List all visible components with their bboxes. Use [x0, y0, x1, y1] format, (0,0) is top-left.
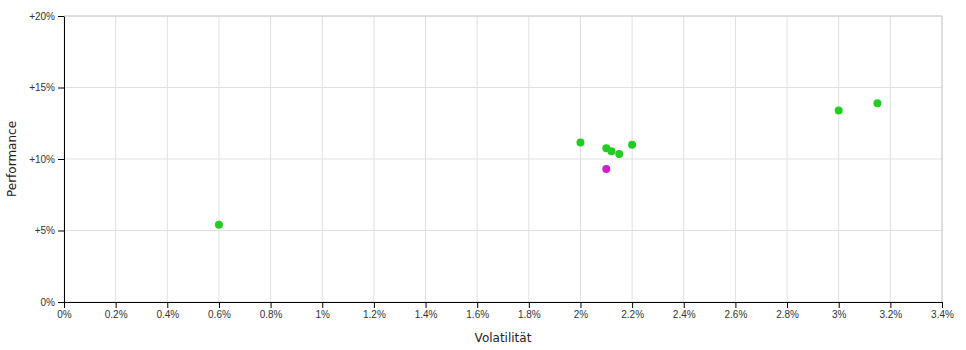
point — [615, 150, 623, 158]
tick-label: 0.6% — [208, 309, 231, 320]
tick-label: 1.4% — [415, 309, 438, 320]
tick: 3.4% — [931, 302, 954, 320]
tick-mark — [167, 302, 168, 308]
tick-label: 0% — [57, 309, 72, 320]
tick-label: +5% — [35, 225, 55, 236]
tick: 2.4% — [673, 302, 696, 320]
tick-mark — [580, 302, 581, 308]
tick: 1.6% — [466, 302, 489, 320]
tick: 2.6% — [725, 302, 748, 320]
grid — [64, 16, 942, 302]
tick-mark — [271, 302, 272, 308]
x-axis-title: Volatilität — [475, 331, 532, 345]
tick-mark — [58, 231, 64, 232]
point — [607, 147, 615, 155]
tick-label: 2% — [574, 309, 589, 320]
tick-label: 0.2% — [105, 309, 128, 320]
frame — [942, 16, 943, 302]
grid-line — [942, 16, 943, 302]
tick-label: 2.4% — [673, 309, 696, 320]
tick-mark — [58, 16, 64, 17]
point — [602, 165, 610, 173]
tick-mark — [322, 302, 323, 308]
tick: +15% — [29, 82, 64, 93]
point — [628, 141, 636, 149]
tick: 0% — [41, 297, 64, 308]
tick: 0.4% — [156, 302, 179, 320]
tick-label: 1% — [316, 309, 331, 320]
points — [215, 99, 882, 229]
tick-label: 3.2% — [879, 309, 902, 320]
point — [873, 99, 881, 107]
grid-line — [64, 87, 942, 88]
y-axis-title: Performance — [5, 121, 19, 197]
tick: 0.2% — [105, 302, 128, 320]
tick-mark — [58, 302, 64, 303]
tick-mark — [839, 302, 840, 308]
tick-label: 1.8% — [518, 309, 541, 320]
x-axis: 0% 0.2% 0.4% 0.6% 0.8% 1% 1.2% 1.4% 1.6% 1.8% 2% 2.… — [57, 302, 954, 320]
tick: 0.8% — [260, 302, 283, 320]
tick-label: 0.8% — [260, 309, 283, 320]
tick-label: +20% — [29, 11, 55, 22]
tick: 2% — [574, 302, 589, 320]
tick: 3.2% — [879, 302, 902, 320]
grid-line — [64, 159, 942, 160]
series — [215, 99, 882, 229]
tick: 3% — [832, 302, 847, 320]
tick-mark — [684, 302, 685, 308]
tick-label: 1.2% — [363, 309, 386, 320]
tick-label: 0% — [41, 297, 56, 308]
tick-mark — [58, 159, 64, 160]
tick-mark — [58, 88, 64, 89]
tick: 2.2% — [621, 302, 644, 320]
tick-mark — [477, 302, 478, 308]
tick-mark — [942, 302, 943, 308]
axis-line — [58, 17, 65, 303]
point — [215, 221, 223, 229]
tick: 2.8% — [776, 302, 799, 320]
tick: 1.2% — [363, 302, 386, 320]
tick-label: 0.4% — [156, 309, 179, 320]
plot: 0% 0.2% 0.4% 0.6% 0.8% 1% 1.2% 1.4% 1.6% 1.8% 2% 2.… — [29, 11, 954, 320]
y-axis: 0% +5% +10% +15% +20% — [29, 11, 64, 308]
tick-label: 3% — [832, 309, 847, 320]
point — [835, 106, 843, 114]
tick-label: +15% — [29, 82, 55, 93]
tick-label: 3.4% — [931, 309, 954, 320]
tick-mark — [529, 302, 530, 308]
tick-label: 2.6% — [725, 309, 748, 320]
tick-label: 1.6% — [466, 309, 489, 320]
tick: +5% — [35, 225, 64, 236]
chart: 0% 0.2% 0.4% 0.6% 0.8% 1% 1.2% 1.4% 1.6% 1.8% 2% 2.… — [0, 0, 966, 350]
point — [576, 139, 584, 147]
tick: +10% — [29, 154, 64, 165]
tick-mark — [787, 302, 788, 308]
tick-label: 2.8% — [776, 309, 799, 320]
tick-mark — [426, 302, 427, 308]
tick: 1% — [316, 302, 331, 320]
tick-mark — [890, 302, 891, 308]
tick-mark — [374, 302, 375, 308]
tick: 1.4% — [415, 302, 438, 320]
tick: +20% — [29, 11, 64, 22]
grid-line — [64, 16, 942, 17]
tick: 0% — [57, 302, 72, 320]
tick: 1.8% — [518, 302, 541, 320]
series — [602, 165, 610, 173]
tick-mark — [116, 302, 117, 308]
grid-line — [64, 230, 942, 231]
tick-label: +10% — [29, 154, 55, 165]
tick: 0.6% — [208, 302, 231, 320]
tick-mark — [632, 302, 633, 308]
frame — [64, 16, 942, 17]
tick-mark — [735, 302, 736, 308]
tick-label: 2.2% — [621, 309, 644, 320]
axis-line — [65, 303, 943, 309]
tick-mark — [219, 302, 220, 308]
